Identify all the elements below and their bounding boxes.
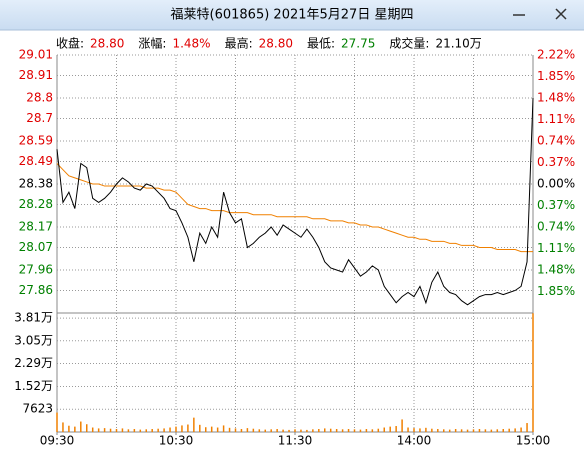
y-tick-label: 28.17 bbox=[19, 220, 53, 234]
y-tick-label: 28.49 bbox=[19, 154, 53, 168]
info-row: 收盘: 28.80 涨幅: 1.48% 最高: 28.80 最低: 27.75 成交量: 21.1… bbox=[56, 36, 482, 51]
y2-tick-label: 0.74% bbox=[537, 220, 575, 234]
y2-tick-label: 1.11% bbox=[537, 241, 575, 255]
volume-tick-label: 3.05万 bbox=[14, 333, 53, 347]
info-label: 收盘: bbox=[56, 36, 84, 51]
info-label: 最高: bbox=[225, 36, 253, 51]
y2-tick-label: 0.37% bbox=[537, 198, 575, 212]
close-button[interactable] bbox=[555, 8, 567, 20]
info-label: 最低: bbox=[307, 37, 335, 51]
info-label: 涨幅: bbox=[138, 36, 166, 51]
y2-tick-label: 2.22% bbox=[537, 48, 575, 62]
series-line bbox=[56, 97, 534, 306]
y-tick-label: 28.91 bbox=[19, 68, 53, 82]
y-tick-label: 28.8 bbox=[26, 91, 53, 105]
info-value: 28.80 bbox=[90, 37, 124, 51]
x-tick-label: 14:00 bbox=[397, 434, 432, 448]
y-tick-label: 27.86 bbox=[19, 283, 53, 297]
y2-tick-label: 1.48% bbox=[537, 263, 575, 277]
y-tick-label: 28.7 bbox=[26, 111, 53, 125]
x-tick-label: 09:30 bbox=[40, 434, 75, 448]
x-tick-label: 10:30 bbox=[159, 434, 194, 448]
y2-tick-label: 1.85% bbox=[537, 69, 575, 83]
info-label: 成交量: bbox=[389, 36, 429, 51]
x-tick-label: 15:00 bbox=[516, 434, 551, 448]
info-value: 21.10万 bbox=[435, 37, 481, 51]
volume-tick-label: 3.81万 bbox=[14, 311, 53, 325]
volume-tick-label: 1.52万 bbox=[14, 379, 53, 393]
y-tick-label: 27.96 bbox=[19, 263, 53, 277]
y2-tick-label: 1.48% bbox=[537, 91, 575, 105]
volume-tick-label: 7623 bbox=[22, 402, 53, 416]
y2-tick-label: 1.11% bbox=[537, 112, 575, 126]
y2-tick-label: 1.85% bbox=[537, 284, 575, 298]
y2-tick-label: 0.00% bbox=[537, 177, 575, 191]
title-bar bbox=[0, 0, 584, 30]
series-line bbox=[56, 163, 533, 253]
y-tick-label: 28.38 bbox=[19, 177, 53, 191]
y-tick-label: 28.07 bbox=[19, 240, 53, 254]
y-tick-label: 29.01 bbox=[19, 48, 53, 62]
y2-tick-label: 0.74% bbox=[537, 134, 575, 148]
x-tick-label: 11:30 bbox=[278, 434, 313, 448]
close-icon bbox=[555, 8, 567, 20]
info-value: 28.80 bbox=[259, 37, 293, 51]
info-value: 1.48% bbox=[172, 37, 210, 51]
info-value: 27.75 bbox=[341, 37, 375, 51]
y2-tick-label: 0.37% bbox=[537, 155, 575, 169]
y-tick-label: 28.28 bbox=[19, 197, 53, 211]
window-title: 福莱特(601865) 2021年5月27日 星期四 bbox=[171, 8, 414, 23]
volume-tick-label: 2.29万 bbox=[14, 356, 53, 370]
y-tick-label: 28.59 bbox=[19, 134, 53, 148]
